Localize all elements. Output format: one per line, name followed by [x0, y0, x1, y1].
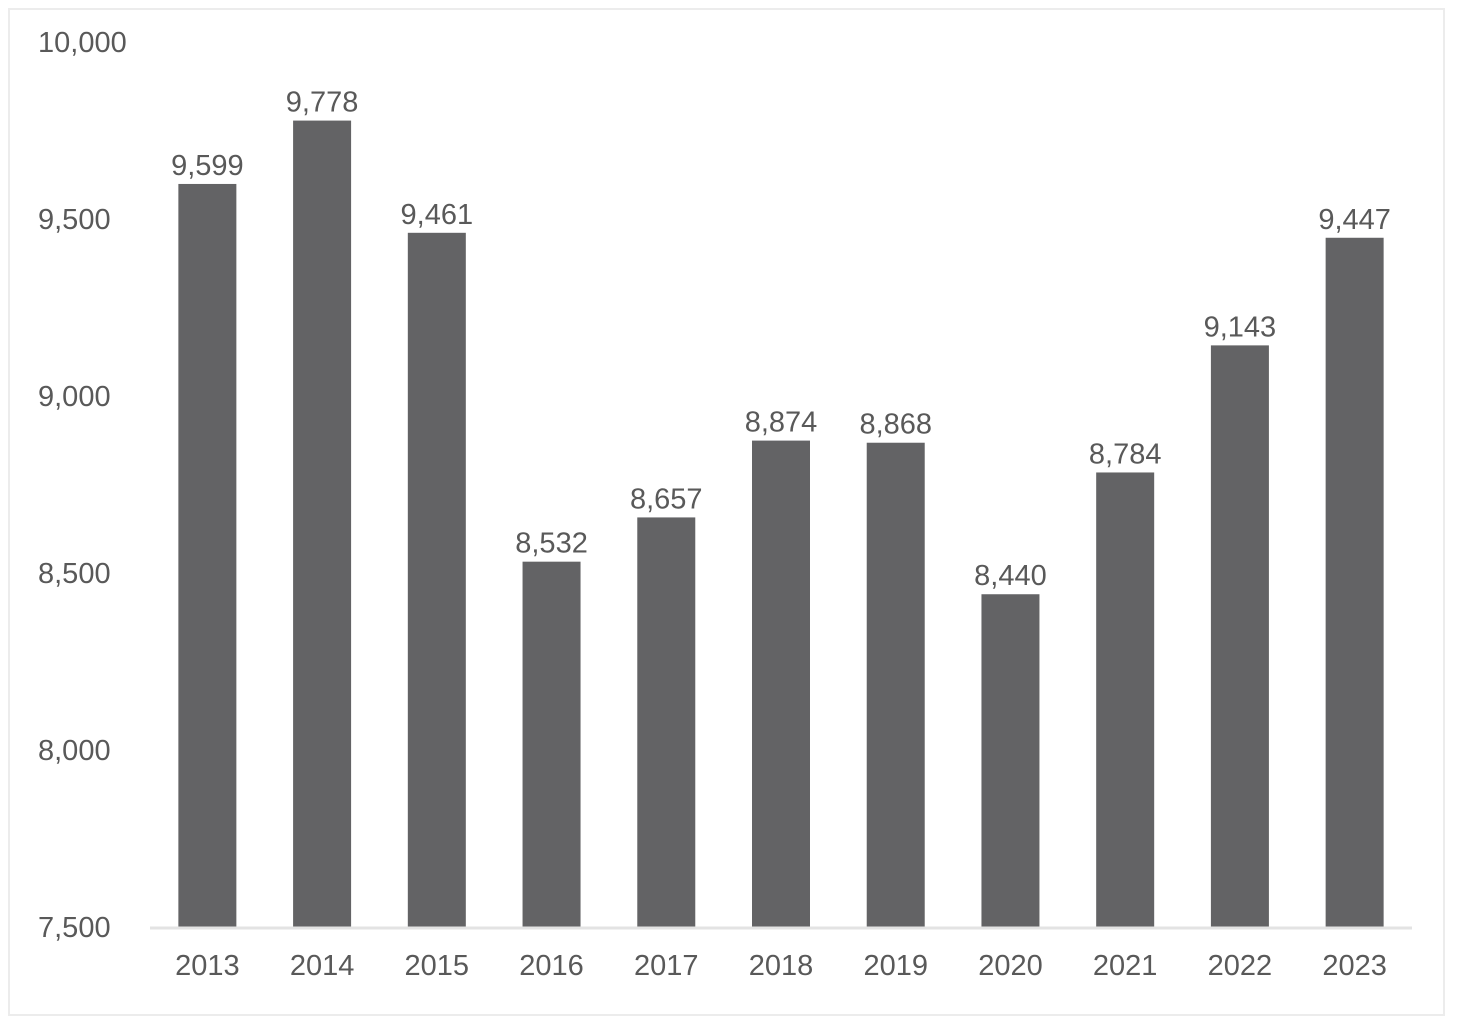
chart-frame — [8, 8, 1445, 1016]
bar — [1096, 472, 1155, 927]
data-labels-group: 9,599 9,778 9,461 8,532 8,657 8,874 8,868 8,440… — [171, 87, 1391, 593]
data-label: 8,784 — [1089, 438, 1162, 470]
y-axis-ticks: 7,500 8,000 8,500 9,000 9,500 10,000 — [38, 27, 127, 944]
data-label: 9,143 — [1204, 311, 1277, 343]
data-label: 9,599 — [171, 150, 244, 182]
y-tick-label: 7,500 — [38, 912, 111, 944]
bar — [637, 517, 696, 927]
x-tick-label: 2014 — [290, 950, 355, 982]
x-tick-label: 2022 — [1208, 950, 1273, 982]
bars-group — [178, 120, 1384, 928]
x-tick-label: 2013 — [175, 950, 240, 982]
data-label: 9,778 — [286, 87, 359, 119]
x-tick-label: 2015 — [405, 950, 470, 982]
x-tick-label: 2020 — [978, 950, 1043, 982]
data-label: 8,532 — [515, 528, 588, 560]
bar — [522, 561, 581, 927]
bar — [752, 440, 810, 927]
data-label: 8,874 — [745, 407, 818, 439]
y-tick-label: 10,000 — [38, 27, 127, 59]
x-tick-label: 2016 — [519, 950, 584, 982]
bar — [407, 232, 466, 927]
data-label: 9,447 — [1318, 204, 1391, 236]
bar — [866, 442, 925, 927]
data-label: 9,461 — [401, 199, 474, 231]
y-tick-label: 9,000 — [38, 381, 111, 413]
x-tick-label: 2023 — [1322, 950, 1387, 982]
x-axis-labels: 2013 2014 2015 2016 2017 2018 2019 2020 2021 2022… — [175, 950, 1387, 982]
bar — [981, 594, 1040, 927]
data-label: 8,868 — [859, 409, 932, 441]
y-tick-label: 8,500 — [38, 558, 111, 590]
bar — [178, 183, 237, 928]
data-label: 8,657 — [630, 483, 703, 515]
y-tick-label: 8,000 — [38, 735, 111, 767]
x-tick-label: 2021 — [1093, 950, 1158, 982]
data-label: 8,440 — [974, 560, 1047, 592]
bar — [1325, 237, 1384, 928]
y-tick-label: 9,500 — [38, 204, 111, 236]
x-tick-label: 2017 — [634, 950, 699, 982]
x-tick-label: 2019 — [863, 950, 928, 982]
bar — [1210, 345, 1269, 927]
bar — [293, 120, 352, 927]
x-tick-label: 2018 — [749, 950, 814, 982]
